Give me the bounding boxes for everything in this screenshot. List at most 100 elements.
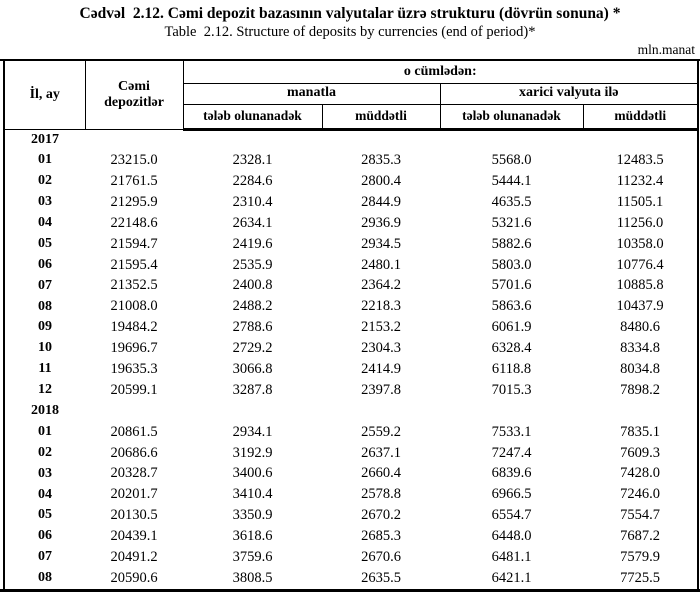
value-cell: 5863.6 [491, 298, 532, 315]
month-cell: 02 [38, 444, 52, 460]
value-cell: 2304.3 [361, 340, 401, 357]
value-cell: 2800.4 [361, 172, 401, 189]
value-cell: 20201.7 [110, 486, 158, 503]
empty-cell [183, 129, 322, 150]
value-cell: 2535.9 [232, 256, 273, 273]
empty-cell [85, 401, 183, 422]
value-cell: 2635.5 [361, 569, 401, 586]
table-row: 10 19696.7 2729.2 2304.3 6328.4 8334.8 [4, 338, 698, 359]
table-row: 07 21352.5 2400.8 2364.2 5701.6 10885.8 [4, 275, 698, 296]
value-cell: 2788.6 [232, 319, 273, 336]
empty-cell [583, 129, 698, 150]
deposits-table: İl, ay Cəmi depozitlər o cümlədən: manat… [3, 61, 700, 589]
month-cell: 03 [38, 465, 52, 481]
value-cell: 6448.0 [491, 528, 532, 545]
table-row: 02 20686.6 3192.9 2637.1 7247.4 7609.3 [4, 442, 698, 463]
value-cell: 6839.6 [491, 465, 532, 482]
value-cell: 20439.1 [110, 528, 158, 545]
value-cell: 2934.1 [232, 423, 273, 440]
col-header-year-month: İl, ay [3, 61, 86, 130]
month-cell: 01 [38, 423, 52, 439]
value-cell: 19484.2 [110, 319, 158, 336]
col-header-manat-term: müddətli [321, 103, 441, 131]
value-cell: 2578.8 [361, 486, 401, 503]
value-cell: 2844.9 [361, 193, 401, 210]
month-cell: 07 [38, 277, 52, 293]
value-cell: 8480.6 [620, 319, 660, 336]
value-cell: 6118.8 [491, 360, 532, 377]
month-cell: 09 [38, 319, 52, 335]
value-cell: 11505.1 [616, 193, 664, 210]
month-cell: 06 [38, 528, 52, 544]
value-cell: 7835.1 [620, 423, 660, 440]
value-cell: 2480.1 [361, 256, 401, 273]
value-cell: 8334.8 [620, 340, 660, 357]
table-row: 03 20328.7 3400.6 2660.4 6839.6 7428.0 [4, 463, 698, 484]
value-cell: 3808.5 [232, 569, 273, 586]
empty-cell [85, 129, 183, 150]
month-cell: 11 [38, 361, 52, 377]
value-cell: 21594.7 [110, 235, 158, 252]
value-cell: 6481.1 [491, 549, 532, 565]
empty-cell [322, 401, 440, 422]
table-row: 05 20130.5 3350.9 2670.2 6554.7 7554.7 [4, 505, 698, 526]
table-row: 12 20599.1 3287.8 2397.8 7015.3 7898.2 [4, 380, 698, 401]
table-body: 2017 01 23215.0 2328.1 2835.3 5568.0 12483.5 02… [4, 129, 698, 589]
value-cell: 3618.6 [232, 528, 273, 545]
month-cell: 03 [38, 194, 52, 210]
year-row: 2018 [4, 401, 698, 422]
value-cell: 3066.8 [232, 360, 273, 377]
table-row: 01 23215.0 2328.1 2835.3 5568.0 12483.5 [4, 150, 698, 171]
month-cell: 02 [38, 173, 52, 189]
value-cell: 2218.3 [361, 298, 401, 315]
empty-cell [322, 129, 440, 150]
table-row: 04 20201.7 3410.4 2578.8 6966.5 7246.0 [4, 484, 698, 505]
value-cell: 7725.5 [620, 569, 660, 586]
table-row: 03 21295.9 2310.4 2844.9 4635.5 11505.1 [4, 192, 698, 213]
value-cell: 11232.4 [616, 172, 664, 189]
table-row: 07 20491.2 3759.6 2670.6 6481.1 7579.9 [4, 547, 698, 568]
value-cell: 7533.1 [491, 423, 532, 440]
col-header-total-deposits: Cəmi depozitlər [84, 61, 184, 130]
value-cell: 22148.6 [110, 214, 158, 231]
month-cell: 08 [38, 298, 52, 314]
value-cell: 20491.2 [110, 549, 158, 565]
year-row: 2017 [4, 129, 698, 150]
table-title-az: Cədvəl 2.12. Cəmi depozit bazasının valy… [79, 5, 621, 22]
value-cell: 21761.5 [110, 172, 158, 189]
table-bottom-rule [0, 588, 700, 592]
month-cell: 12 [38, 382, 52, 398]
month-cell: 06 [38, 256, 52, 272]
value-cell: 10776.4 [616, 256, 664, 273]
table-row: 06 21595.4 2535.9 2480.1 5803.0 10776.4 [4, 254, 698, 275]
month-cell: 04 [38, 486, 52, 502]
value-cell: 2397.8 [361, 381, 401, 398]
value-cell: 20861.5 [110, 423, 158, 440]
value-cell: 2488.2 [232, 298, 273, 315]
value-cell: 2936.9 [361, 214, 401, 231]
unit-label: mln.manat [637, 42, 695, 57]
year-cell: 2018 [31, 403, 59, 419]
value-cell: 2364.2 [361, 277, 401, 294]
value-cell: 2670.2 [361, 507, 401, 524]
value-cell: 2419.6 [232, 235, 273, 252]
col-header-foreign-demand: tələb olunanadək [439, 103, 584, 131]
value-cell: 10358.0 [616, 235, 664, 252]
value-cell: 2729.2 [232, 340, 273, 357]
value-cell: 10885.8 [616, 277, 664, 294]
value-cell: 6554.7 [491, 507, 532, 524]
value-cell: 2284.6 [232, 172, 273, 189]
col-header-in-foreign-currency: xarici valyuta ilə [439, 82, 699, 105]
value-cell: 2400.8 [232, 277, 273, 294]
value-cell: 2660.4 [361, 465, 401, 482]
value-cell: 7609.3 [620, 444, 660, 461]
value-cell: 20686.6 [110, 444, 158, 461]
value-cell: 3350.9 [232, 507, 273, 524]
month-cell: 01 [38, 152, 52, 168]
header-row-3: tələb olunanadək müddətli tələb olunanad… [4, 103, 699, 131]
empty-cell [183, 401, 322, 422]
value-cell: 7687.2 [620, 528, 660, 545]
month-cell: 05 [38, 507, 52, 523]
month-cell: 04 [38, 215, 52, 230]
